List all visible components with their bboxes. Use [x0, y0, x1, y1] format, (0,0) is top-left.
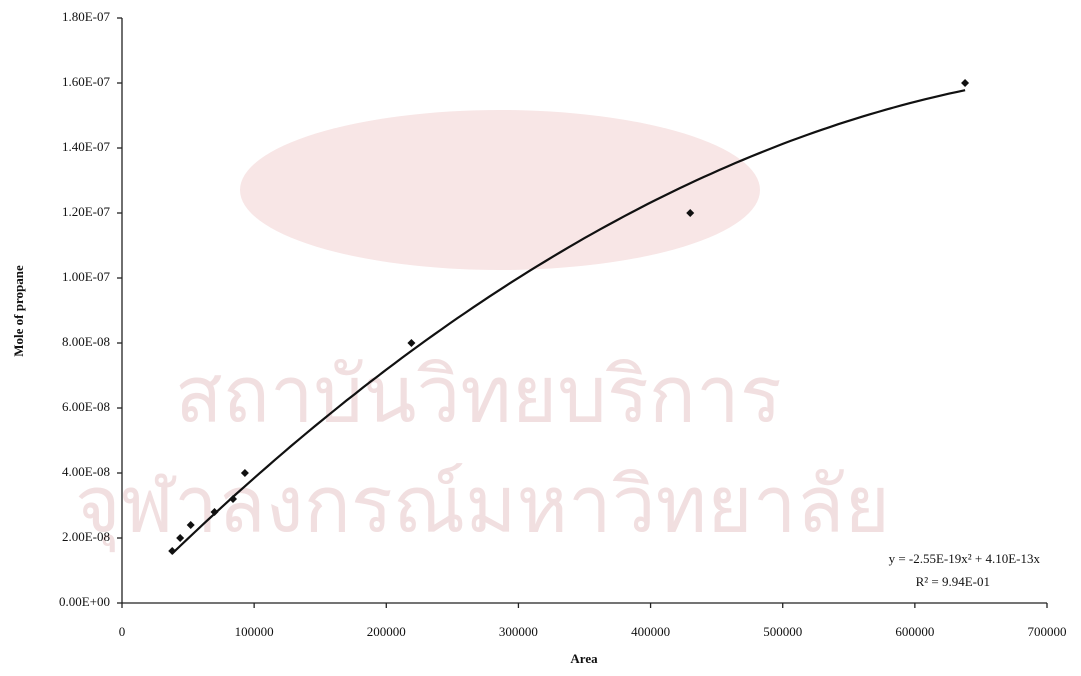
x-tick-label: 600000: [895, 624, 934, 639]
trendline-r2: R² = 9.94E-01: [916, 574, 990, 589]
trendline-equation: y = -2.55E-19x² + 4.10E-13x: [889, 551, 1041, 566]
data-point: [407, 339, 416, 347]
x-tick-label: 400000: [631, 624, 670, 639]
x-tick-label: 500000: [763, 624, 802, 639]
data-point: [210, 508, 219, 516]
data-point: [186, 521, 195, 529]
y-tick-label: 1.60E-07: [62, 74, 111, 89]
trendline: [171, 89, 966, 555]
y-tick-label: 1.40E-07: [62, 139, 111, 154]
x-tick-label: 700000: [1028, 624, 1067, 639]
x-axis-title: Area: [570, 651, 598, 666]
data-point: [168, 547, 177, 555]
y-tick-label: 1.80E-07: [62, 9, 111, 24]
data-point: [229, 495, 237, 503]
data-point: [686, 209, 695, 217]
y-tick-label: 4.00E-08: [62, 464, 110, 479]
x-tick-label: 200000: [367, 624, 406, 639]
y-tick-label: 0.00E+00: [59, 594, 110, 609]
data-point: [961, 79, 970, 87]
y-tick-label: 1.00E-07: [62, 269, 111, 284]
y-tick-label: 1.20E-07: [62, 204, 111, 219]
y-tick-label: 6.00E-08: [62, 399, 110, 414]
y-axis-title: Mole of propane: [11, 265, 26, 357]
x-tick-label: 100000: [235, 624, 274, 639]
x-tick-label: 0: [119, 624, 126, 639]
x-tick-label: 300000: [499, 624, 538, 639]
data-point: [176, 534, 185, 542]
y-tick-label: 8.00E-08: [62, 334, 110, 349]
data-point: [240, 469, 249, 477]
watermark-emblem: [240, 110, 760, 270]
y-tick-label: 2.00E-08: [62, 529, 110, 544]
watermark-text: จุฬาลงกรณ์มหาวิทยาลัย: [75, 460, 890, 552]
watermark-text: สถาบันวิทยบริการ: [175, 350, 782, 440]
